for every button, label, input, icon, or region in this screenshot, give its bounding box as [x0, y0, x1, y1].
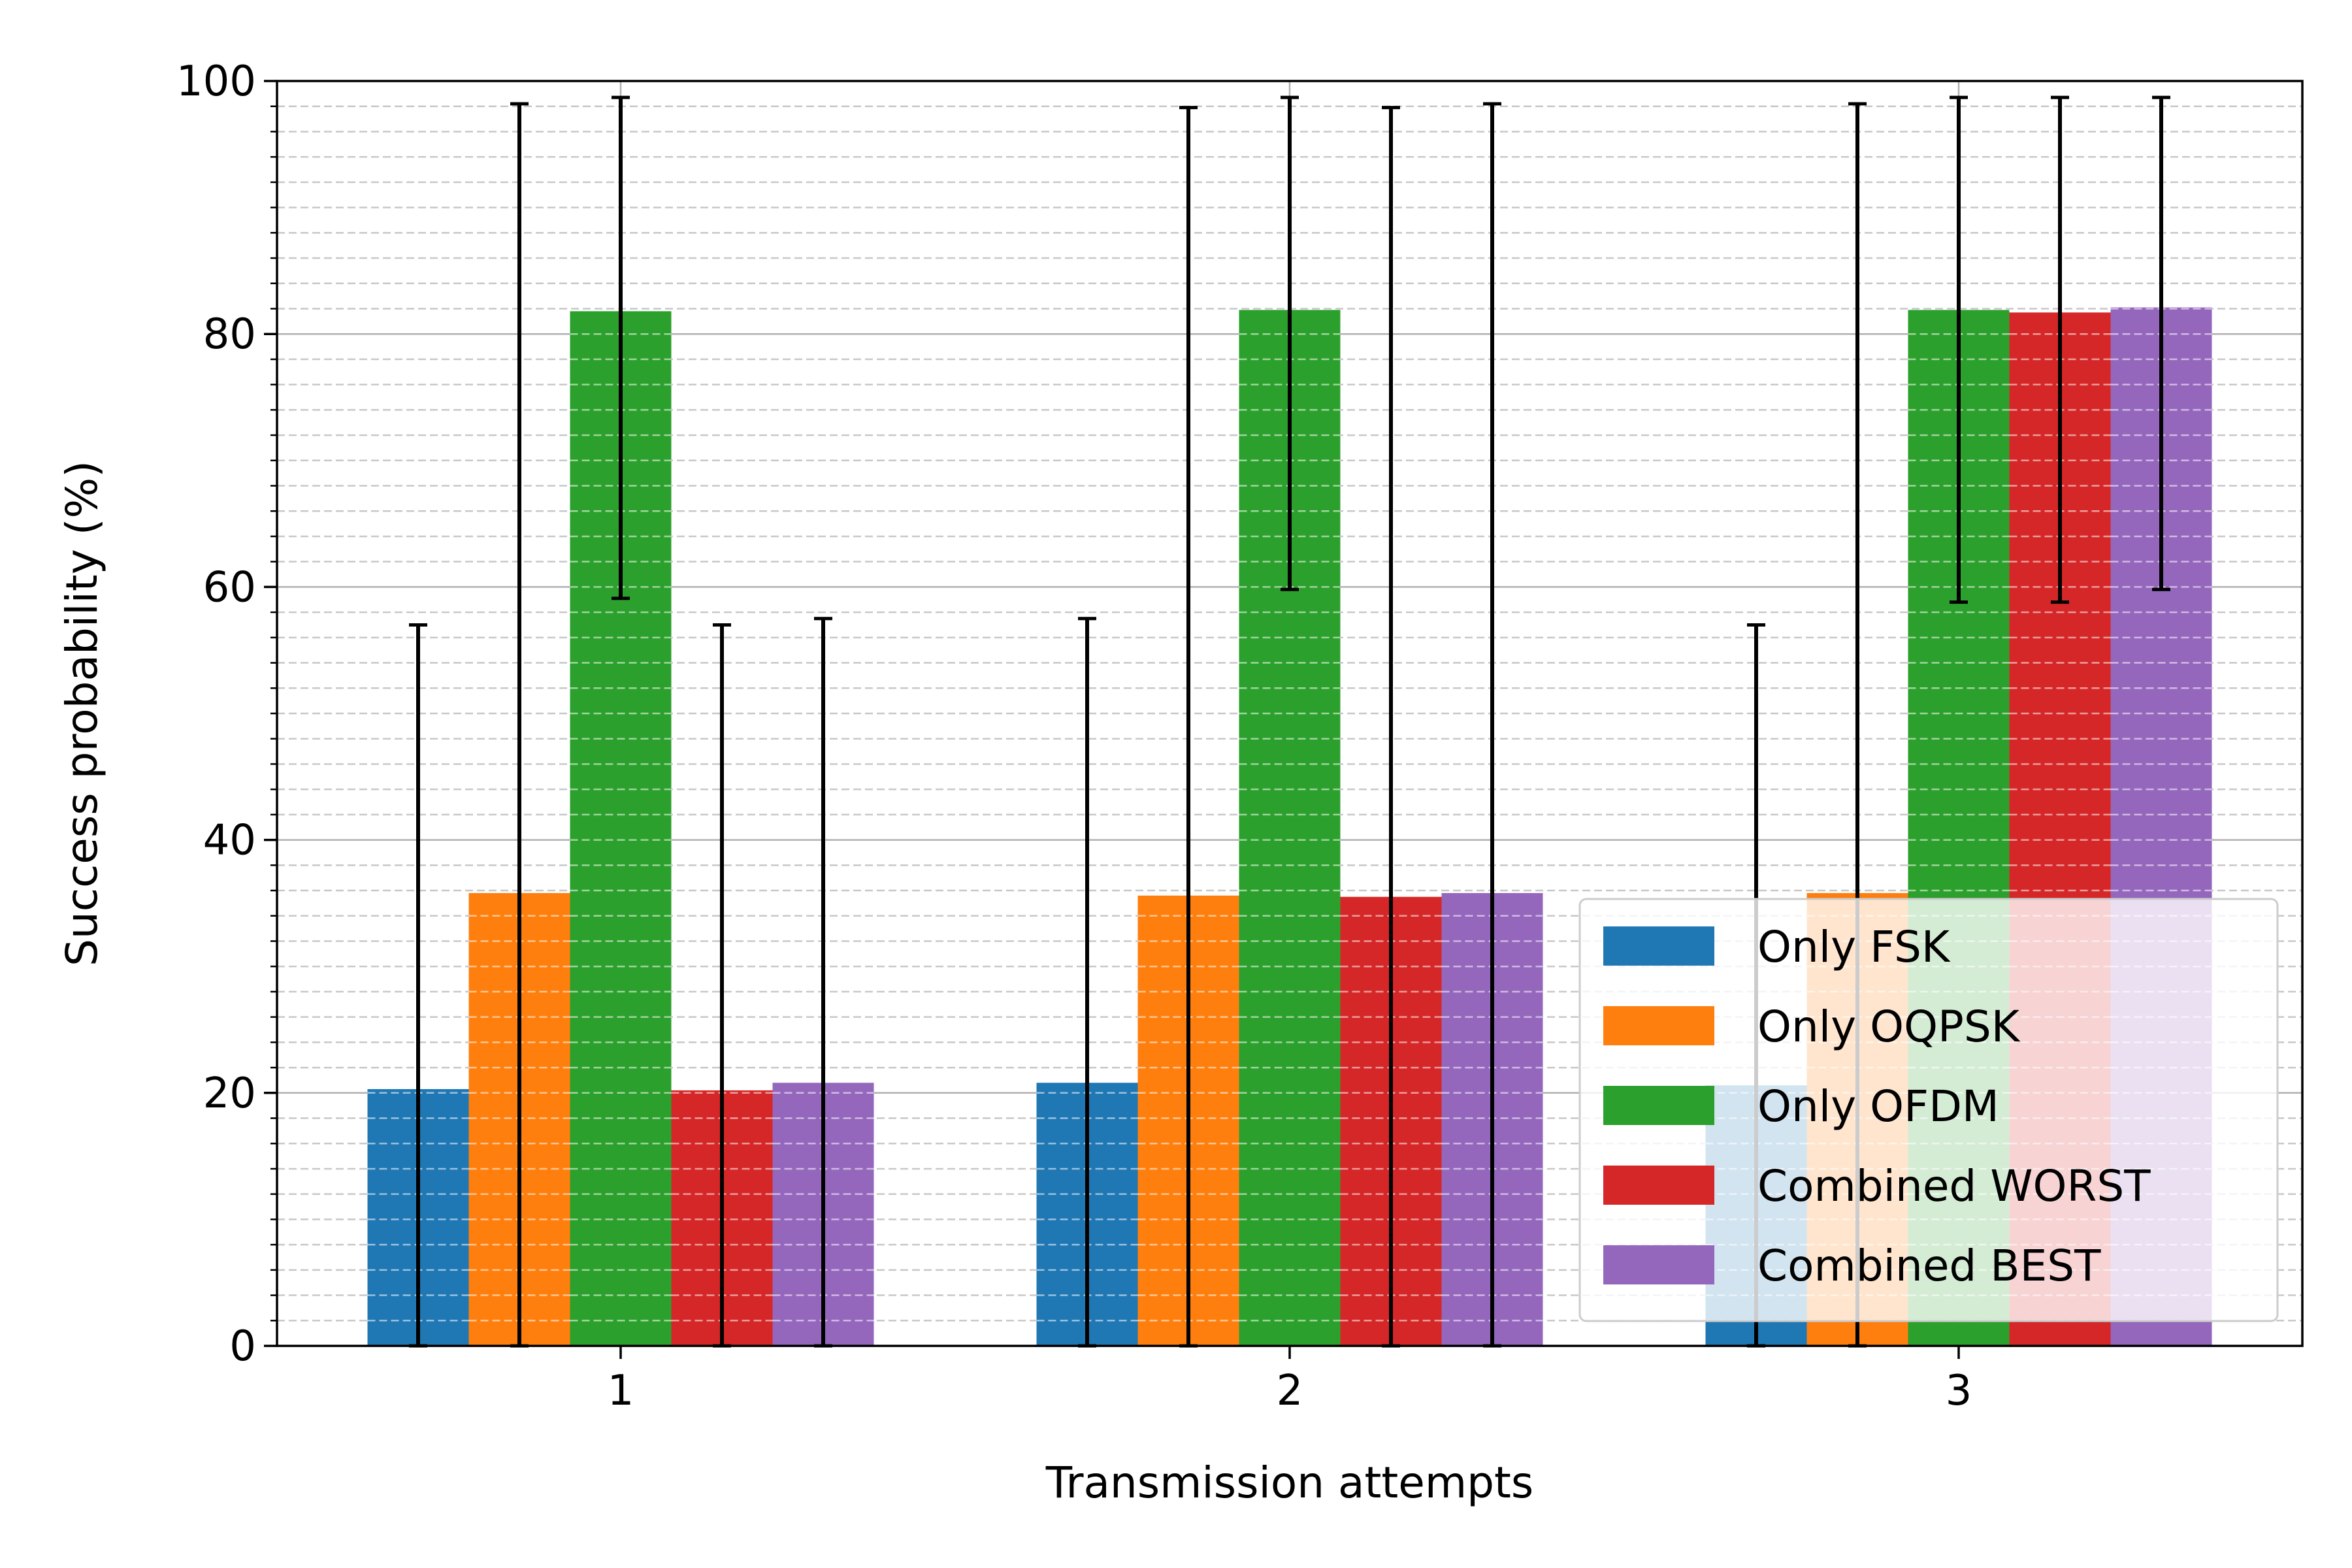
- y-axis-label: Success probability (%): [57, 461, 107, 966]
- x-tick-label: 2: [1277, 1367, 1303, 1415]
- legend: Only FSK Only OQPSK Only OFDM Combined WORS…: [1578, 898, 2279, 1322]
- legend-swatch: [1603, 1086, 1714, 1125]
- legend-label: Combined BEST: [1757, 1241, 2101, 1291]
- ticks-layer: 0 20 40 60 80 100 1 2 3: [176, 57, 1972, 1415]
- y-tick-label: 100: [176, 57, 256, 106]
- legend-label: Only OFDM: [1757, 1081, 1999, 1132]
- x-tick-label: 3: [1946, 1367, 1972, 1415]
- legend-box: [1578, 898, 2279, 1322]
- legend-label: Only FSK: [1757, 922, 1951, 972]
- legend-swatch: [1603, 926, 1714, 966]
- errorbars-layer: [409, 95, 2170, 1348]
- y-tick-label: 80: [203, 310, 256, 359]
- legend-label: Only OQPSK: [1757, 1002, 2021, 1052]
- y-tick-label: 0: [229, 1322, 256, 1371]
- x-axis-label: Transmission attempts: [1045, 1458, 1534, 1508]
- legend-swatch: [1603, 1006, 1714, 1045]
- y-tick-label: 60: [203, 563, 256, 612]
- x-tick-label: 1: [608, 1367, 634, 1415]
- legend-swatch: [1603, 1166, 1714, 1205]
- y-tick-label: 20: [203, 1070, 256, 1118]
- legend-swatch: [1603, 1245, 1714, 1284]
- legend-label: Combined WORST: [1757, 1161, 2151, 1211]
- y-tick-label: 40: [203, 817, 256, 865]
